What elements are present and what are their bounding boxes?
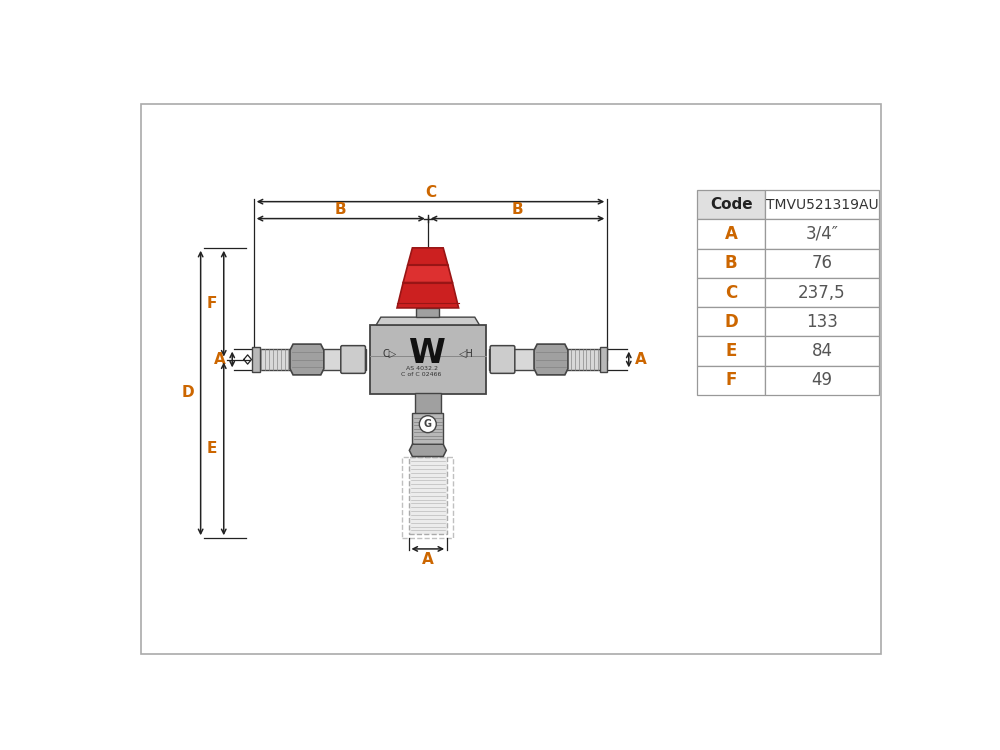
Text: B: B [512, 202, 523, 217]
Bar [697, 190, 765, 219]
Bar [252, 347, 260, 372]
Bar [765, 219, 879, 248]
Text: D: D [182, 386, 195, 400]
Bar [258, 349, 366, 370]
Bar [697, 308, 765, 337]
Bar [409, 458, 447, 534]
Polygon shape [290, 344, 324, 375]
Text: G: G [424, 419, 432, 429]
Text: W: W [409, 337, 446, 370]
Polygon shape [376, 317, 479, 325]
Text: F: F [725, 371, 737, 389]
Bar [765, 278, 879, 308]
Bar [415, 392, 441, 416]
Bar [697, 278, 765, 308]
Text: Code: Code [710, 197, 752, 212]
Bar [600, 347, 607, 372]
Text: 76: 76 [812, 254, 833, 272]
Bar [765, 190, 879, 219]
Text: D: D [724, 313, 738, 331]
Polygon shape [534, 344, 568, 375]
Text: AS 4032.2: AS 4032.2 [406, 366, 438, 371]
Bar [412, 413, 443, 444]
Polygon shape [397, 283, 459, 308]
Bar [416, 308, 439, 317]
Text: 84: 84 [812, 342, 833, 360]
Bar [697, 219, 765, 248]
FancyBboxPatch shape [490, 346, 515, 374]
Bar [402, 457, 453, 538]
Bar [697, 366, 765, 395]
Text: 133: 133 [806, 313, 838, 331]
Text: C of C 02466: C of C 02466 [401, 373, 442, 377]
Text: A: A [635, 352, 647, 367]
Text: E: E [725, 342, 737, 360]
Polygon shape [408, 248, 448, 265]
Text: F: F [206, 296, 217, 311]
Bar [765, 337, 879, 366]
Polygon shape [409, 444, 446, 457]
Text: C: C [425, 185, 436, 200]
Text: A: A [214, 352, 226, 367]
Text: C: C [725, 284, 737, 302]
Text: 49: 49 [812, 371, 833, 389]
FancyBboxPatch shape [341, 346, 365, 374]
Bar [697, 337, 765, 366]
Polygon shape [403, 265, 452, 283]
Bar [765, 248, 879, 278]
Bar [765, 308, 879, 337]
Bar [370, 325, 486, 394]
Text: 3/4″: 3/4″ [806, 225, 839, 243]
Bar [697, 248, 765, 278]
Circle shape [419, 416, 436, 433]
Text: B: B [335, 202, 347, 217]
Text: A: A [725, 225, 738, 243]
Text: 237,5: 237,5 [798, 284, 846, 302]
Text: TMVU521319AU: TMVU521319AU [766, 198, 878, 211]
Text: B: B [725, 254, 737, 272]
Text: C▷: C▷ [382, 348, 396, 358]
Bar [489, 349, 601, 370]
Text: E: E [206, 441, 217, 456]
Bar [765, 366, 879, 395]
Text: ◁H: ◁H [459, 348, 474, 358]
Text: A: A [422, 552, 434, 567]
